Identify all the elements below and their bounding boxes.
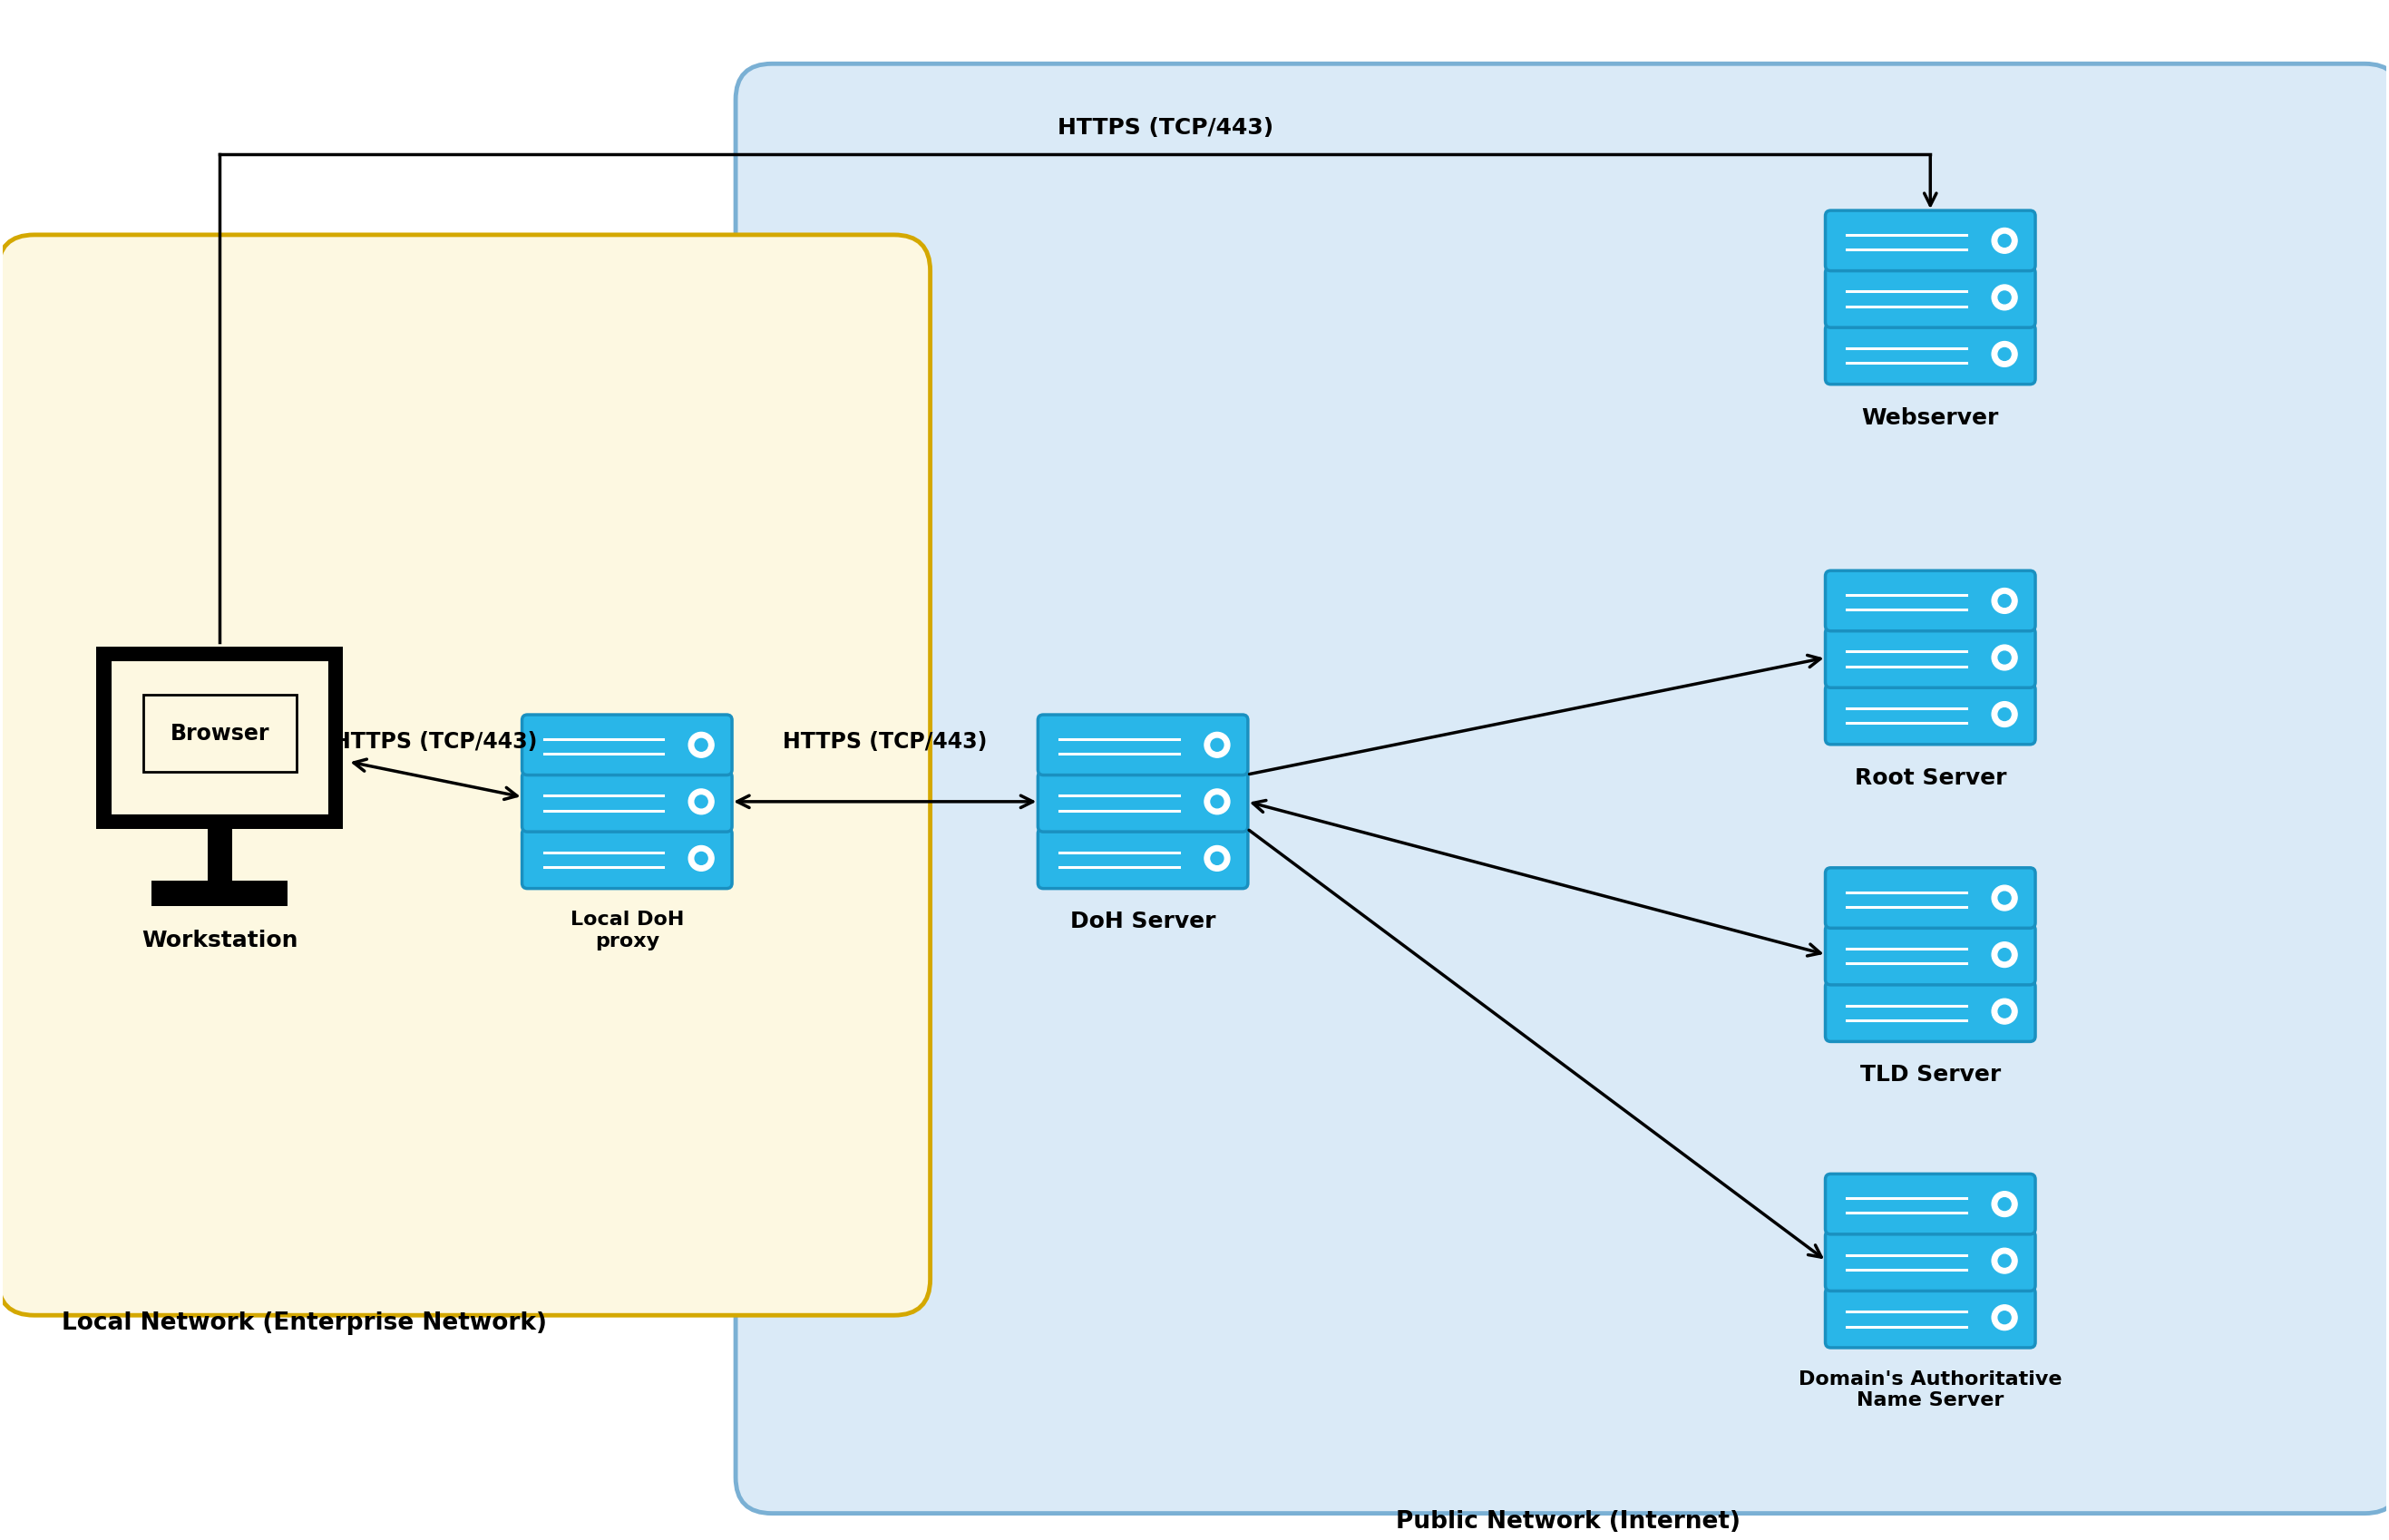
Text: HTTPS (TCP/443): HTTPS (TCP/443) xyxy=(784,732,987,753)
Circle shape xyxy=(695,739,707,752)
Circle shape xyxy=(1211,739,1223,752)
Text: Browser: Browser xyxy=(170,722,270,745)
Text: Webserver: Webserver xyxy=(1861,407,2000,428)
FancyBboxPatch shape xyxy=(1825,1173,2035,1235)
Text: Domain's Authoritative
Name Server: Domain's Authoritative Name Server xyxy=(1799,1369,2062,1409)
FancyBboxPatch shape xyxy=(736,65,2389,1514)
Bar xyxy=(153,881,287,907)
FancyBboxPatch shape xyxy=(1825,685,2035,745)
FancyBboxPatch shape xyxy=(110,661,330,816)
Circle shape xyxy=(1992,1192,2016,1217)
Circle shape xyxy=(1992,229,2016,254)
Text: TLD Server: TLD Server xyxy=(1861,1064,2000,1086)
FancyBboxPatch shape xyxy=(1825,981,2035,1043)
Circle shape xyxy=(1997,1198,2012,1210)
Circle shape xyxy=(1992,1249,2016,1274)
Circle shape xyxy=(1992,702,2016,727)
Circle shape xyxy=(1992,285,2016,311)
Circle shape xyxy=(1997,949,2012,961)
FancyBboxPatch shape xyxy=(1825,325,2035,385)
Circle shape xyxy=(1997,594,2012,608)
Circle shape xyxy=(1997,348,2012,360)
FancyBboxPatch shape xyxy=(1037,715,1247,776)
FancyBboxPatch shape xyxy=(1825,1230,2035,1291)
FancyBboxPatch shape xyxy=(1825,869,2035,929)
FancyBboxPatch shape xyxy=(1825,628,2035,688)
Circle shape xyxy=(1997,1312,2012,1324)
Circle shape xyxy=(1992,942,2016,967)
Circle shape xyxy=(1992,342,2016,368)
Circle shape xyxy=(688,733,714,758)
FancyBboxPatch shape xyxy=(1825,1287,2035,1348)
Circle shape xyxy=(688,790,714,815)
Circle shape xyxy=(1997,651,2012,664)
Circle shape xyxy=(1997,1255,2012,1267)
Circle shape xyxy=(1997,291,2012,305)
Circle shape xyxy=(1204,845,1230,872)
Text: Public Network (Internet): Public Network (Internet) xyxy=(1395,1509,1742,1532)
Circle shape xyxy=(1992,588,2016,614)
Circle shape xyxy=(1211,853,1223,865)
FancyBboxPatch shape xyxy=(1825,211,2035,271)
FancyBboxPatch shape xyxy=(1825,571,2035,631)
FancyBboxPatch shape xyxy=(1037,829,1247,889)
Circle shape xyxy=(1992,885,2016,912)
Text: DoH Server: DoH Server xyxy=(1070,910,1216,932)
FancyBboxPatch shape xyxy=(1825,268,2035,328)
Circle shape xyxy=(695,796,707,808)
Circle shape xyxy=(695,853,707,865)
FancyBboxPatch shape xyxy=(523,772,731,832)
Text: HTTPS (TCP/443): HTTPS (TCP/443) xyxy=(1058,117,1273,139)
Circle shape xyxy=(1997,1006,2012,1018)
Circle shape xyxy=(1997,708,2012,721)
Circle shape xyxy=(1997,892,2012,904)
Text: HTTPS (TCP/443): HTTPS (TCP/443) xyxy=(332,732,538,753)
Circle shape xyxy=(1992,1304,2016,1331)
Circle shape xyxy=(688,845,714,872)
Text: Local DoH
proxy: Local DoH proxy xyxy=(571,910,683,950)
Text: Workstation: Workstation xyxy=(141,929,299,952)
Circle shape xyxy=(1992,645,2016,670)
Circle shape xyxy=(1992,999,2016,1024)
FancyBboxPatch shape xyxy=(523,829,731,889)
Bar xyxy=(208,830,232,881)
Circle shape xyxy=(1204,733,1230,758)
FancyBboxPatch shape xyxy=(143,696,296,772)
FancyBboxPatch shape xyxy=(1825,926,2035,986)
Text: Local Network (Enterprise Network): Local Network (Enterprise Network) xyxy=(62,1311,547,1335)
Circle shape xyxy=(1997,236,2012,248)
FancyBboxPatch shape xyxy=(0,236,929,1315)
FancyBboxPatch shape xyxy=(1037,772,1247,832)
Text: Root Server: Root Server xyxy=(1854,767,2007,788)
Circle shape xyxy=(1204,790,1230,815)
FancyBboxPatch shape xyxy=(523,715,731,776)
FancyBboxPatch shape xyxy=(96,647,344,830)
Circle shape xyxy=(1211,796,1223,808)
